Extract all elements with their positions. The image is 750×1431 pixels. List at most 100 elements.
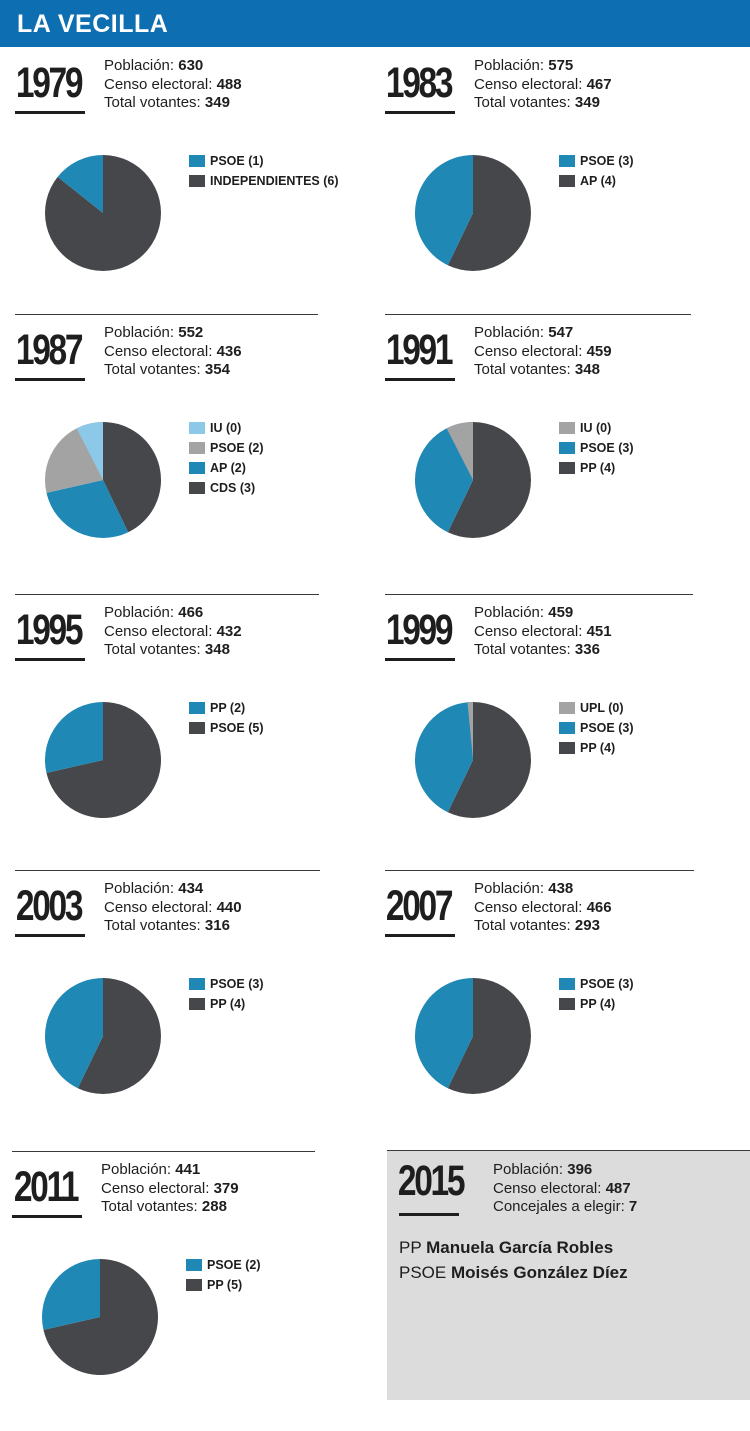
- pie-slice: [44, 702, 103, 773]
- legend: PSOE (2) PP (5): [186, 1255, 261, 1295]
- stat-poblacion: Población: 466: [104, 604, 204, 621]
- year-label: 2011: [13, 1163, 80, 1211]
- separator-line: [385, 594, 693, 595]
- separator-line: [12, 1151, 315, 1152]
- separator-line: [15, 594, 319, 595]
- legend-swatch: [189, 422, 205, 434]
- stat-votantes: Total votantes: 349: [104, 94, 230, 111]
- legend-label: PSOE (1): [210, 154, 264, 168]
- legend-item: AP (4): [559, 171, 634, 191]
- legend-swatch: [559, 978, 575, 990]
- legend-swatch: [559, 722, 575, 734]
- legend-swatch: [186, 1259, 202, 1271]
- stat-votantes: Total votantes: 349: [474, 94, 600, 111]
- legend-item: PSOE (3): [559, 438, 634, 458]
- legend-label: IU (0): [580, 421, 612, 435]
- legend-item: PP (5): [186, 1275, 261, 1295]
- legend: PSOE (1) INDEPENDIENTES (6): [189, 151, 339, 191]
- stat-votantes: Total votantes: 348: [474, 361, 600, 378]
- stat-votantes: Total votantes: 293: [474, 917, 600, 934]
- stats-block: Población: 438 Censo electoral: 466 Total …: [474, 880, 612, 936]
- year-underline: [385, 658, 455, 661]
- legend-swatch: [559, 175, 575, 187]
- year-label: 1995: [15, 606, 84, 654]
- legend-item: PSOE (3): [559, 974, 634, 994]
- stat-poblacion: Población: 630: [104, 57, 204, 74]
- stat-votantes: Total votantes: 316: [104, 917, 230, 934]
- legend-item: PP (2): [189, 698, 264, 718]
- pie-chart: [414, 155, 531, 271]
- legend-swatch: [189, 702, 205, 714]
- election-1995: 1995 Población: 466 Censo electoral: 432 To…: [15, 594, 375, 874]
- stat-poblacion: Población: 459: [474, 604, 574, 621]
- pie-slice: [41, 1259, 100, 1330]
- legend-label: PSOE (3): [580, 721, 634, 735]
- legend-swatch: [559, 998, 575, 1010]
- legend-label: PSOE (3): [580, 977, 634, 991]
- stat-votantes: Total votantes: 336: [474, 641, 600, 658]
- legend-label: PP (4): [210, 997, 246, 1011]
- legend-swatch: [189, 482, 205, 494]
- pie-slice: [103, 422, 162, 533]
- pie-slice: [467, 702, 473, 760]
- legend-swatch: [189, 462, 205, 474]
- legend-swatch: [559, 742, 575, 754]
- election-1979: 1979 Población: 630 Censo electoral: 488 To…: [15, 47, 375, 327]
- stat-censo: Censo electoral: 451: [474, 622, 612, 640]
- separator-line: [15, 314, 318, 315]
- stats-block: Población: 459 Censo electoral: 451 Total …: [474, 604, 612, 660]
- legend-label: PSOE (3): [210, 977, 264, 991]
- stat-censo: Censo electoral: 466: [474, 898, 612, 916]
- legend-item: IU (0): [189, 418, 264, 438]
- pie-slice: [414, 702, 473, 813]
- candidate-psoe: PSOE Moisés González Díez: [399, 1263, 628, 1282]
- stat-poblacion: Población: 434: [104, 880, 204, 897]
- stat-votantes: Total votantes: 354: [104, 361, 230, 378]
- pie-slice: [446, 422, 473, 480]
- legend-item: PSOE (3): [559, 718, 634, 738]
- stat-censo: Censo electoral: 436: [104, 342, 242, 360]
- stat-censo: Censo electoral: 432: [104, 622, 242, 640]
- separator-line: [385, 870, 694, 871]
- stat-votantes: Total votantes: 348: [104, 641, 230, 658]
- legend-label: UPL (0): [580, 701, 624, 715]
- election-2007: 2007 Población: 438 Censo electoral: 466 To…: [385, 870, 745, 1150]
- year-underline: [385, 111, 455, 114]
- legend-swatch: [559, 422, 575, 434]
- legend-label: IU (0): [210, 421, 242, 435]
- legend-label: PSOE (2): [207, 1258, 261, 1272]
- legend: PSOE (3) PP (4): [189, 974, 264, 1014]
- legend-label: AP (4): [580, 174, 616, 188]
- legend: IU (0) PSOE (2) AP (2) CDS (3): [189, 418, 264, 498]
- pie-chart: [44, 155, 161, 271]
- legend-item: PSOE (5): [189, 718, 264, 738]
- legend-label: PSOE (2): [210, 441, 264, 455]
- separator-line: [15, 870, 320, 871]
- pie-slice: [46, 480, 129, 539]
- legend-item: PSOE (3): [559, 151, 634, 171]
- pie-slice: [76, 422, 103, 480]
- stats-block: Población: 552 Censo electoral: 436 Total …: [104, 324, 242, 380]
- stat-votantes: Total votantes: 288: [101, 1198, 227, 1215]
- pie-slice: [44, 978, 103, 1089]
- legend-item: PSOE (3): [189, 974, 264, 994]
- legend-item: AP (2): [189, 458, 264, 478]
- stats-block: Población: 396 Censo electoral: 487 Conc…: [493, 1161, 637, 1217]
- legend: UPL (0) PSOE (3) PP (4): [559, 698, 634, 758]
- legend-swatch: [559, 155, 575, 167]
- pie-chart: [41, 1259, 158, 1375]
- stat-censo: Censo electoral: 467: [474, 75, 612, 93]
- legend-item: PSOE (2): [186, 1255, 261, 1275]
- legend-swatch: [189, 442, 205, 454]
- pie-slice: [414, 978, 473, 1089]
- legend-label: PSOE (3): [580, 154, 634, 168]
- year-underline: [15, 934, 85, 937]
- legend: PSOE (3) PP (4): [559, 974, 634, 1014]
- pie-slice: [46, 702, 161, 818]
- stats-block: Población: 441 Censo electoral: 379 Total …: [101, 1161, 239, 1217]
- legend: PSOE (3) AP (4): [559, 151, 634, 191]
- stats-block: Población: 466 Censo electoral: 432 Total …: [104, 604, 242, 660]
- legend-label: PP (4): [580, 461, 616, 475]
- separator-line: [387, 1150, 750, 1151]
- legend-item: UPL (0): [559, 698, 634, 718]
